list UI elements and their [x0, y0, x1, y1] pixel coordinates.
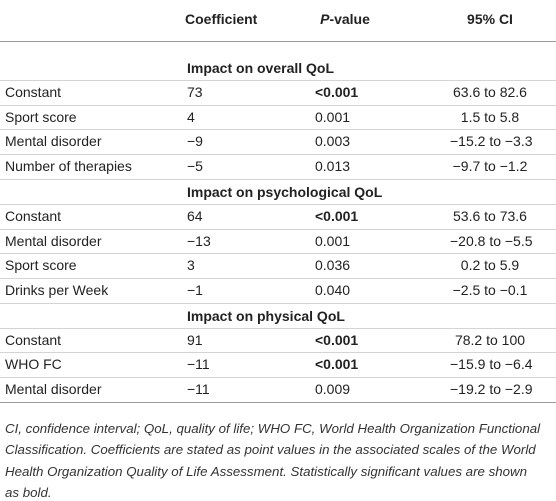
- row-cell: −11: [187, 356, 210, 373]
- header-p-rest: -value: [329, 11, 370, 27]
- row-cell: 78.2 to 100: [454, 331, 526, 348]
- row-rule: [0, 154, 556, 156]
- row-cell: −2.5 to −0.1: [452, 281, 528, 298]
- row-rule: [0, 352, 556, 354]
- row-label: WHO FC: [5, 356, 62, 373]
- header-p-value: P-value: [315, 11, 375, 27]
- header-ci: 95% CI: [467, 11, 513, 27]
- row-rule: [0, 253, 556, 255]
- row-rule: [0, 104, 556, 106]
- row-cell: 0.009: [315, 381, 351, 397]
- row-cell: 0.001: [315, 232, 351, 249]
- row-label: Constant: [5, 331, 62, 348]
- row-cell: 73: [187, 84, 203, 100]
- row-cell: <0.001: [315, 207, 359, 224]
- row-cell: −13: [187, 232, 211, 249]
- header-coefficient: Coefficient: [185, 11, 258, 27]
- row-cell: 0.036: [315, 257, 351, 274]
- row-label: Constant: [5, 207, 62, 224]
- row-cell: −1: [187, 281, 203, 298]
- row-label: Constant: [5, 84, 62, 100]
- footnote-line: as bold.: [5, 485, 52, 501]
- footnote-line: Health Organization Quality of Life Asse…: [5, 463, 528, 479]
- row-label: Mental disorder: [5, 232, 102, 249]
- row-cell: −9.7 to −1.2: [452, 158, 528, 175]
- header-rule: [0, 41, 556, 42]
- row-rule: [0, 277, 556, 279]
- row-cell: <0.001: [315, 84, 359, 100]
- row-label: Drinks per Week: [5, 281, 109, 298]
- section-title: Impact on physical QoL: [187, 307, 345, 324]
- row-cell: −20.8 to −5.5: [450, 232, 533, 249]
- row-cell: 0.040: [315, 281, 351, 298]
- row-cell: 53.6 to 73.6: [453, 207, 527, 224]
- header-p-italic: P: [320, 11, 330, 27]
- footnote-line: CI, confidence interval; QoL, quality of…: [5, 420, 541, 436]
- section-rule: [0, 327, 556, 329]
- section-rule: [0, 203, 556, 205]
- footnote-line: Classification. Coefficients are stated …: [5, 442, 536, 458]
- row-cell: 64: [187, 207, 203, 224]
- row-cell: 91: [187, 331, 203, 348]
- row-cell: <0.001: [315, 356, 359, 373]
- row-cell: 0.001: [315, 108, 351, 125]
- row-rule: [0, 228, 556, 230]
- row-cell: −5: [187, 158, 203, 175]
- row-cell: −15.9 to −6.4: [450, 356, 533, 373]
- row-label: Mental disorder: [5, 381, 102, 397]
- row-rule: [0, 302, 556, 304]
- row-label: Number of therapies: [5, 158, 132, 175]
- row-rule: [0, 129, 556, 131]
- row-rule: [0, 178, 556, 180]
- row-cell: 3: [187, 257, 195, 274]
- row-cell: 4: [187, 108, 195, 125]
- section-title: Impact on overall QoL: [187, 60, 335, 76]
- row-cell: 1.5 to 5.8: [460, 108, 520, 125]
- row-label: Sport score: [5, 108, 77, 125]
- row-rule: [0, 401, 556, 403]
- section-rule: [0, 80, 556, 81]
- row-cell: −11: [187, 381, 210, 397]
- row-cell: −9: [187, 133, 203, 150]
- row-label: Mental disorder: [5, 133, 102, 150]
- row-cell: 0.003: [315, 133, 351, 150]
- row-rule: [0, 377, 556, 378]
- row-cell: <0.001: [315, 331, 359, 348]
- section-title: Impact on psychological QoL: [187, 183, 383, 200]
- row-cell: −15.2 to −3.3: [450, 133, 533, 150]
- row-cell: −19.2 to −2.9: [450, 381, 533, 397]
- row-cell: 0.2 to 5.9: [460, 257, 520, 274]
- row-label: Sport score: [5, 257, 77, 274]
- row-cell: 63.6 to 82.6: [453, 84, 527, 100]
- row-cell: 0.013: [315, 158, 351, 175]
